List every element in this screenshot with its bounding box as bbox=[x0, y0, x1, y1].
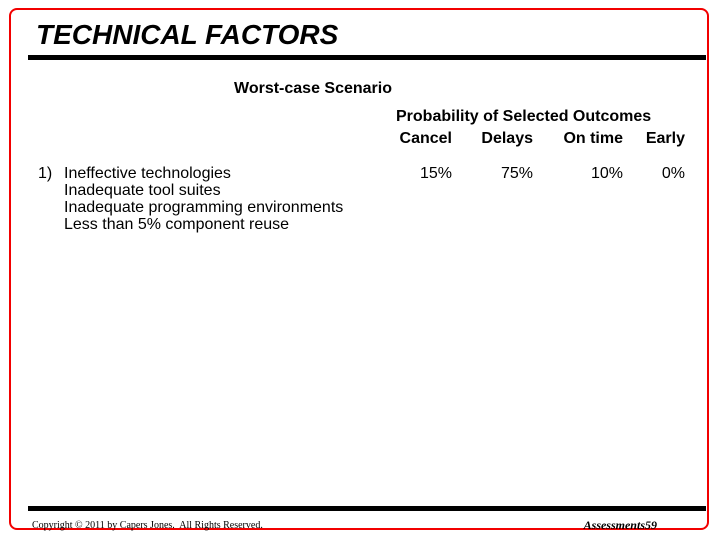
value-early: 0% bbox=[661, 165, 685, 182]
title-rule bbox=[28, 55, 706, 60]
column-header-on-time: On time bbox=[563, 130, 623, 147]
footer-rule bbox=[28, 506, 706, 511]
factor-line-2: Inadequate tool suites bbox=[64, 182, 221, 199]
factor-line-4: Less than 5% component reuse bbox=[64, 216, 290, 233]
factor-line-1: Ineffective technologies bbox=[64, 165, 231, 182]
factor-description-list: Ineffective technologies Inadequate tool… bbox=[64, 165, 343, 233]
page-number-label: Assessments59 bbox=[583, 518, 657, 532]
page-title: TECHNICAL FACTORS bbox=[36, 19, 339, 50]
factor-line-3: Inadequate programming environments bbox=[64, 199, 344, 216]
column-header-cancel: Cancel bbox=[399, 130, 452, 147]
value-on-time: 10% bbox=[590, 165, 623, 182]
copyright-text: Copyright © 2011 by Capers Jones. All Ri… bbox=[32, 520, 263, 531]
outcomes-table-header: Probability of Selected Outcomes bbox=[396, 108, 652, 125]
value-cancel: 15% bbox=[419, 165, 452, 182]
column-header-delays: Delays bbox=[481, 130, 533, 147]
column-header-early: Early bbox=[645, 130, 685, 147]
scenario-subtitle: Worst-case Scenario bbox=[234, 80, 392, 97]
list-item-number: 1) bbox=[38, 165, 53, 182]
value-delays: 75% bbox=[500, 165, 533, 182]
